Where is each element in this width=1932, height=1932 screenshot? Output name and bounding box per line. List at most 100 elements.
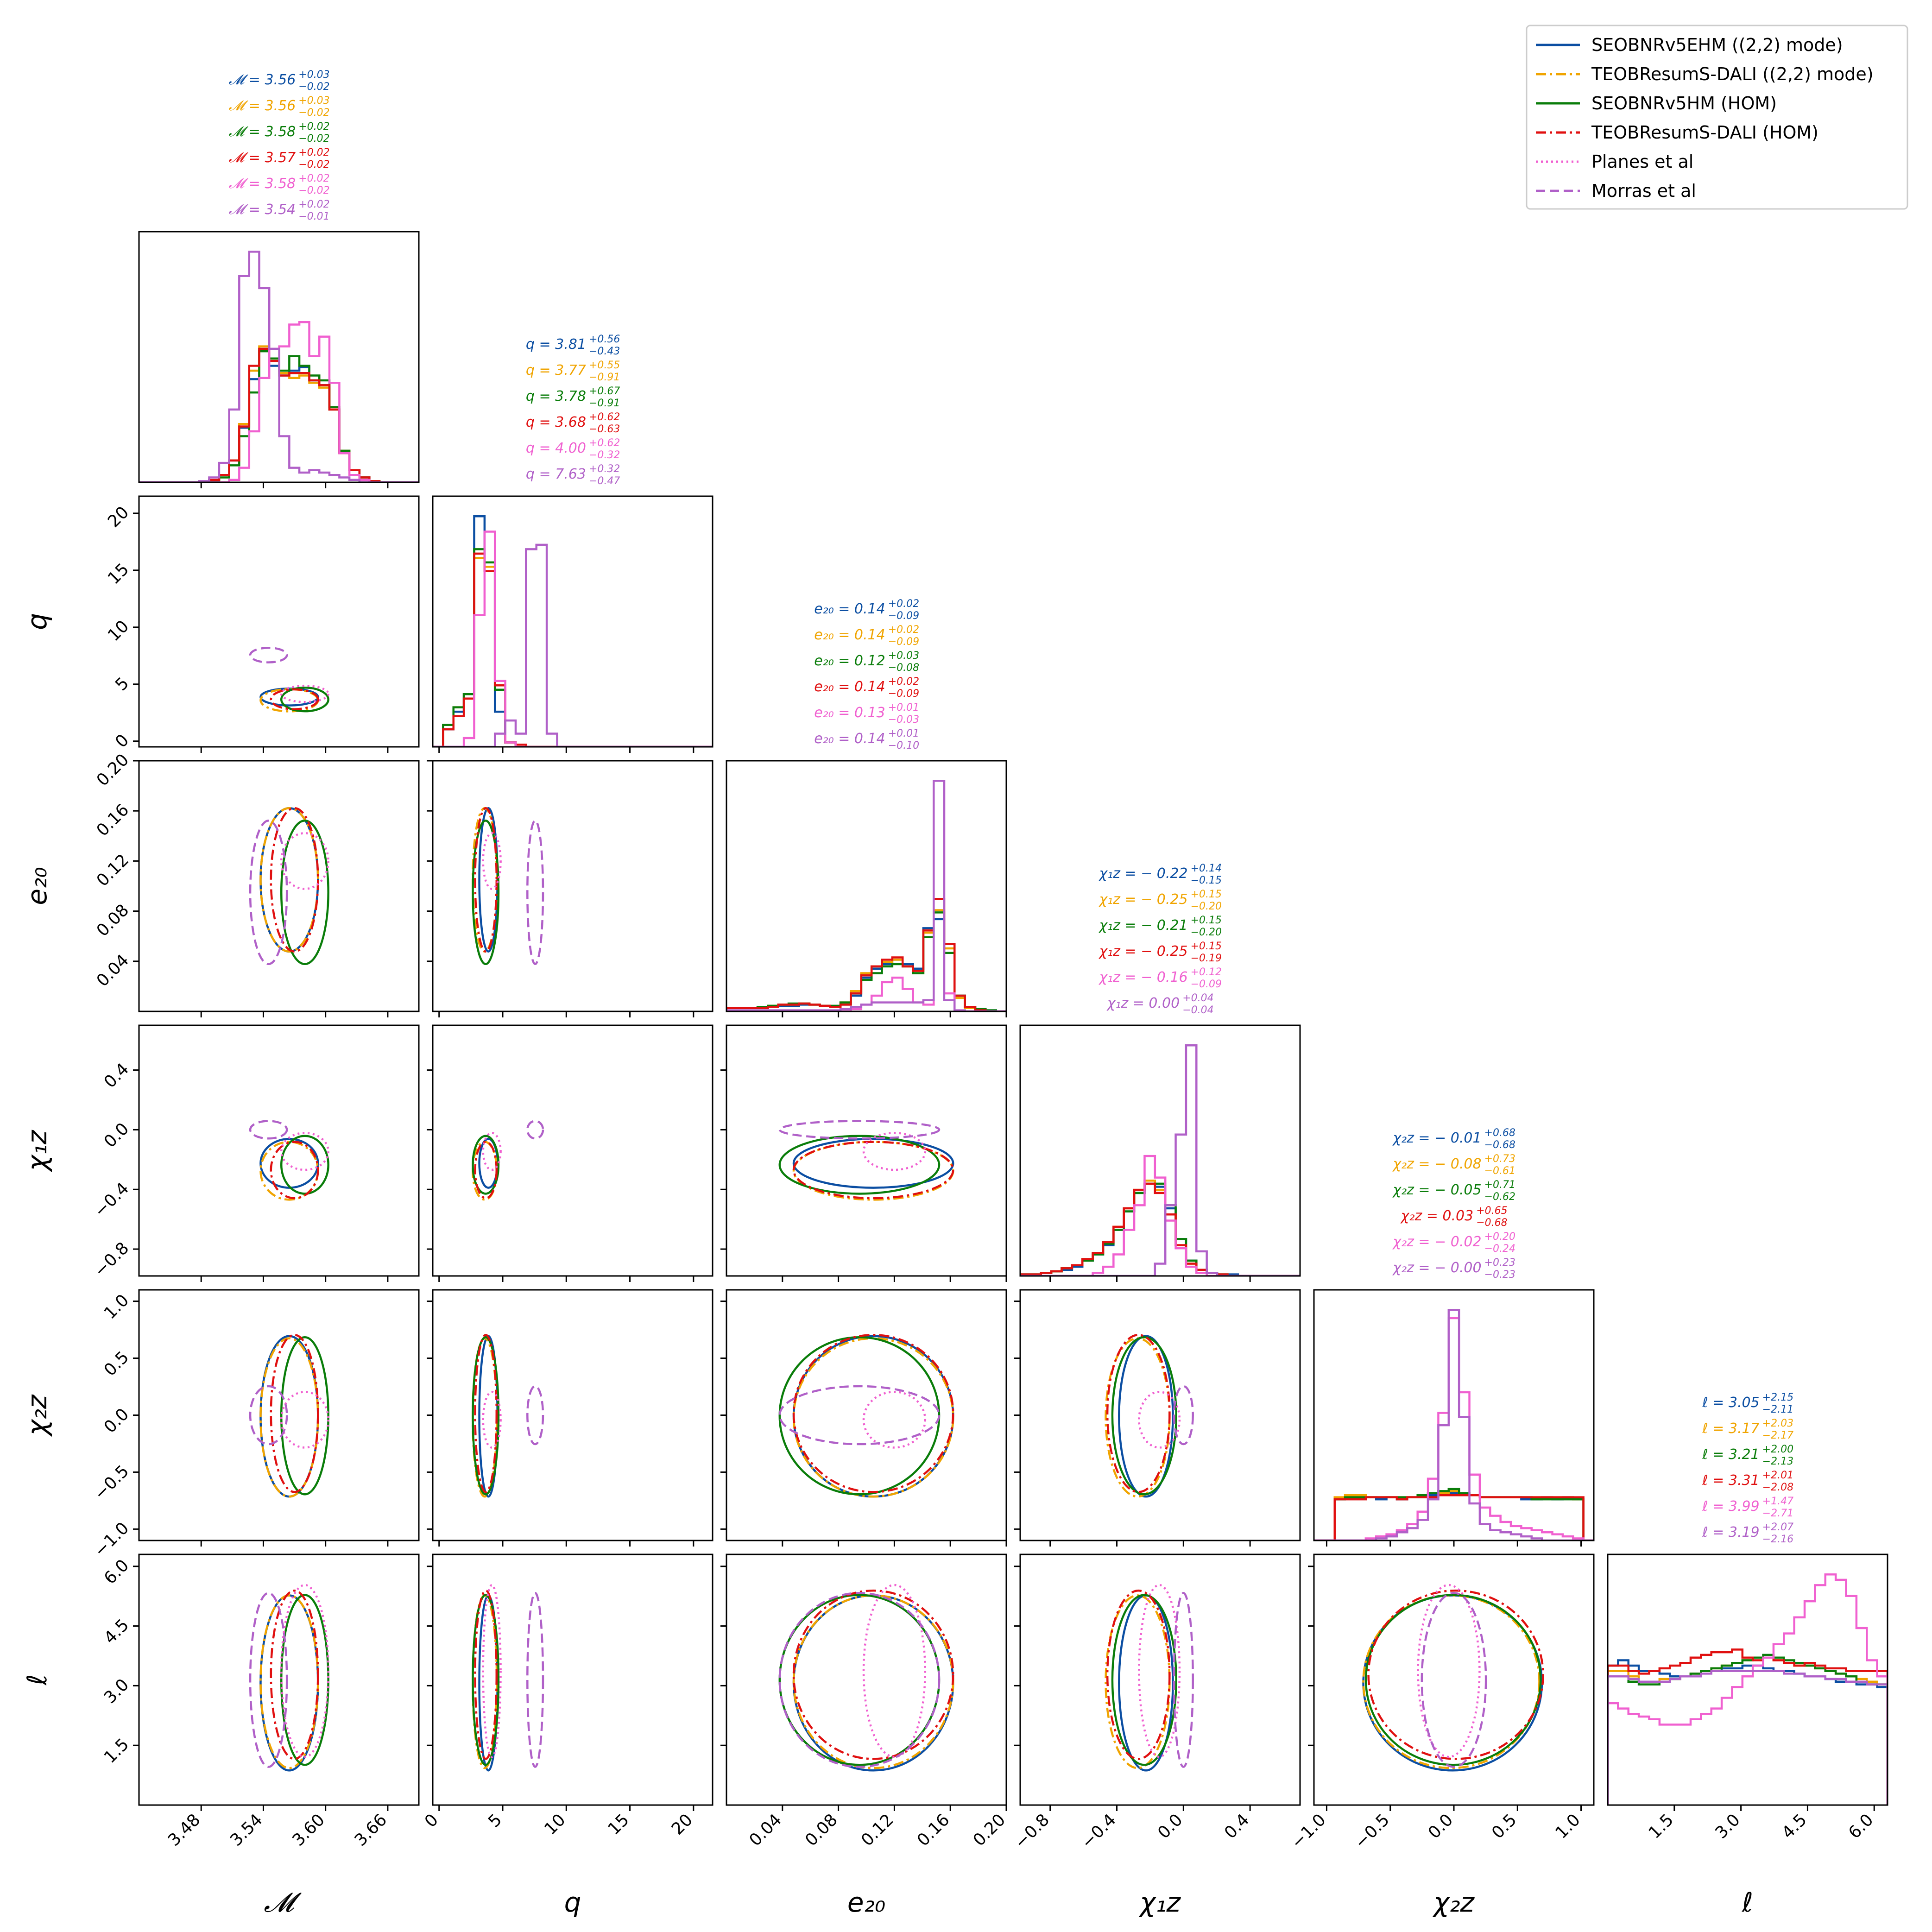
stat-label-e20-series-0: e₂₀ = 0.14	[814, 601, 885, 617]
y-axis-label-e20: e₂₀	[21, 867, 53, 905]
contour-chi1z-chi2z-series-2	[1111, 1336, 1178, 1496]
y-tick-label-ell-1: 3.0	[101, 1675, 133, 1707]
stat-plus-ell-series-4: +1.47	[1762, 1496, 1793, 1507]
contour-e20-chi2z-series-4	[862, 1390, 927, 1449]
contour-e20-chi1z-series-4	[862, 1132, 927, 1171]
stat-plus-chi1z-series-5: +0.04	[1182, 992, 1213, 1004]
y-tick-label-ell-0: 1.5	[101, 1735, 133, 1767]
legend-label-3: TEOBResumS-DALI (HOM)	[1591, 122, 1818, 143]
stat-minus-e20-series-0: −0.09	[888, 610, 919, 622]
stat-minus-Mc-series-0: −0.02	[298, 81, 329, 93]
stat-label-e20-series-3: e₂₀ = 0.14	[814, 679, 885, 695]
stat-plus-chi2z-series-0: +0.68	[1484, 1127, 1515, 1139]
contour-Mc-e20-series-2	[280, 820, 329, 966]
y-tick-label-e20-1: 0.08	[93, 901, 133, 941]
y-tick-label-e20-0: 0.04	[93, 951, 133, 991]
y-tick-label-e20-2: 0.12	[93, 851, 133, 890]
contour-chi1z-chi2z-series-5	[1173, 1385, 1194, 1446]
x-axis-label-ell: ℓ	[1742, 1887, 1753, 1918]
stat-label-ell-series-5: ℓ = 3.19	[1702, 1524, 1759, 1541]
stat-minus-q-series-4: −0.32	[589, 449, 620, 461]
contour-Mc-q-series-4	[280, 684, 329, 703]
stat-plus-chi1z-series-1: +0.15	[1191, 889, 1222, 900]
contour-Mc-chi1z-series-4	[280, 1132, 329, 1171]
hist-q-series-5	[433, 543, 713, 747]
contour-chi2z-ell-series-2	[1364, 1594, 1542, 1766]
y-tick-label-chi1z-1: −0.4	[91, 1179, 133, 1221]
contour-Mc-q-series-3	[270, 688, 319, 710]
stat-label-ell-series-0: ℓ = 3.05	[1702, 1395, 1759, 1411]
stat-label-ell-series-1: ℓ = 3.17	[1702, 1421, 1759, 1437]
stat-label-ell-series-4: ℓ = 3.99	[1702, 1498, 1759, 1515]
legend-label-5: Morras et al	[1591, 181, 1696, 201]
contour-chi1z-ell-series-2	[1111, 1594, 1178, 1766]
stat-plus-chi2z-series-2: +0.71	[1484, 1179, 1515, 1191]
contour-Mc-chi1z-series-2	[280, 1135, 329, 1195]
contour-e20-chi2z-series-5	[778, 1385, 941, 1446]
contour-chi1z-ell-series-4	[1138, 1584, 1181, 1758]
stat-plus-ell-series-1: +2.03	[1762, 1418, 1793, 1429]
hist-e20-series-5	[726, 780, 1006, 1011]
contour-Mc-q-series-2	[280, 687, 329, 713]
x-tick-label-chi1z-1: −0.4	[1078, 1810, 1120, 1852]
stat-minus-chi2z-series-5: −0.23	[1484, 1269, 1515, 1281]
contour-e20-ell-series-4	[862, 1584, 927, 1758]
stat-minus-ell-series-2: −2.13	[1762, 1456, 1793, 1467]
y-tick-label-q-1: 5	[112, 674, 133, 695]
stat-minus-chi2z-series-3: −0.68	[1476, 1217, 1507, 1229]
contour-q-chi1z-series-2	[472, 1135, 500, 1195]
contour-Mc-chi1z-series-3	[270, 1141, 319, 1200]
stat-minus-chi1z-series-2: −0.20	[1191, 927, 1222, 938]
panel-frame-5-2	[726, 1553, 1007, 1806]
contour-q-e20-series-3	[474, 807, 498, 953]
hist-chi1z-series-2	[1020, 1182, 1300, 1276]
stat-minus-ell-series-3: −2.08	[1762, 1482, 1793, 1493]
y-tick-label-e20-3: 0.16	[93, 801, 133, 840]
contour-e20-ell-series-5	[778, 1592, 941, 1768]
panel-frame-2-0	[138, 760, 420, 1012]
contour-q-chi2z-series-5	[526, 1385, 544, 1446]
stat-plus-ell-series-5: +2.07	[1762, 1522, 1793, 1533]
contour-Mc-ell-series-2	[280, 1594, 329, 1766]
contour-chi1z-chi2z-series-3	[1106, 1334, 1171, 1493]
panel-frame-3-2	[726, 1024, 1007, 1277]
contour-q-ell-series-4	[482, 1584, 502, 1758]
panel-frame-2-1	[432, 760, 713, 1012]
x-tick-label-q-4: 20	[668, 1810, 696, 1838]
y-axis-label-q: q	[21, 613, 53, 630]
stat-minus-e20-series-5: −0.10	[888, 740, 919, 751]
stat-label-ell-series-2: ℓ = 3.21	[1702, 1446, 1759, 1463]
x-axis-label-e20: e₂₀	[847, 1887, 885, 1918]
hist-q-series-3	[433, 552, 713, 747]
stat-label-Mc-series-0: 𝓜 = 3.56	[229, 72, 296, 88]
stat-label-chi2z-series-2: χ₂z = − 0.05	[1392, 1182, 1481, 1198]
y-tick-label-chi1z-3: 0.4	[101, 1060, 133, 1092]
contour-e20-chi1z-series-0	[792, 1137, 954, 1189]
hist-chi1z-series-5	[1020, 1044, 1300, 1276]
x-tick-label-chi2z-3: 0.5	[1488, 1810, 1520, 1842]
contour-Mc-q-series-5	[249, 646, 288, 663]
contour-Mc-chi1z-series-5	[249, 1120, 288, 1140]
stat-minus-ell-series-0: −2.11	[1762, 1404, 1793, 1415]
x-tick-label-q-1: 5	[485, 1810, 505, 1831]
stat-label-q-series-3: q = 3.68	[526, 414, 586, 430]
stat-plus-e20-series-0: +0.02	[888, 598, 919, 610]
hist-Mc-series-5	[139, 251, 419, 482]
stat-label-chi1z-series-2: χ₁z = − 0.21	[1098, 917, 1187, 934]
hist-chi1z-series-4	[1020, 1155, 1300, 1276]
stat-minus-ell-series-1: −2.17	[1762, 1430, 1793, 1441]
hist-chi1z-series-1	[1020, 1180, 1300, 1276]
contour-q-e20-series-2	[472, 820, 500, 966]
y-tick-label-chi1z-2: 0.0	[101, 1119, 133, 1151]
x-tick-label-chi2z-2: 0.0	[1425, 1810, 1457, 1842]
stat-label-Mc-series-1: 𝓜 = 3.56	[229, 98, 296, 114]
stat-minus-ell-series-5: −2.16	[1762, 1534, 1793, 1545]
contour-q-chi2z-series-2	[472, 1336, 500, 1496]
contour-q-ell-series-5	[526, 1592, 544, 1768]
stat-label-chi1z-series-0: χ₁z = − 0.22	[1098, 865, 1187, 882]
panel-frame-5-1	[432, 1553, 713, 1806]
stat-plus-q-series-2: +0.67	[589, 385, 620, 397]
stat-label-q-series-0: q = 3.81	[526, 336, 586, 353]
stat-plus-chi2z-series-1: +0.73	[1484, 1153, 1515, 1165]
y-tick-label-ell-2: 4.5	[101, 1616, 133, 1648]
